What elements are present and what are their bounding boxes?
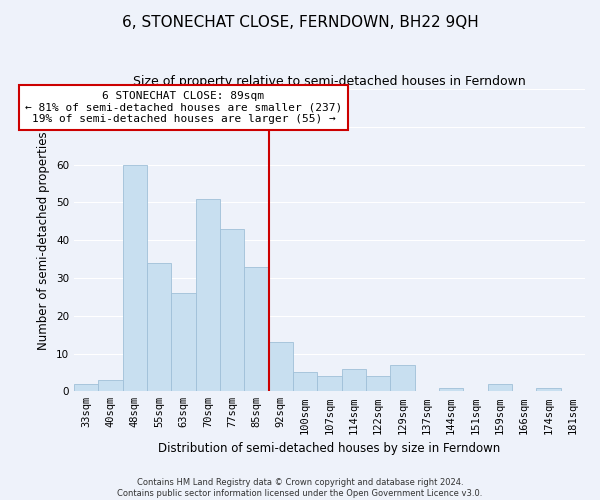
Text: 6, STONECHAT CLOSE, FERNDOWN, BH22 9QH: 6, STONECHAT CLOSE, FERNDOWN, BH22 9QH bbox=[122, 15, 478, 30]
Bar bbox=[488, 384, 512, 392]
Bar bbox=[147, 263, 172, 392]
Bar bbox=[122, 164, 147, 392]
Bar bbox=[391, 365, 415, 392]
Bar bbox=[196, 198, 220, 392]
Bar bbox=[293, 372, 317, 392]
Bar bbox=[341, 368, 366, 392]
Text: 6 STONECHAT CLOSE: 89sqm
← 81% of semi-detached houses are smaller (237)
19% of : 6 STONECHAT CLOSE: 89sqm ← 81% of semi-d… bbox=[25, 91, 342, 124]
Title: Size of property relative to semi-detached houses in Ferndown: Size of property relative to semi-detach… bbox=[133, 75, 526, 88]
Bar bbox=[172, 293, 196, 392]
Bar bbox=[244, 266, 269, 392]
Bar bbox=[439, 388, 463, 392]
Bar bbox=[98, 380, 122, 392]
Bar bbox=[536, 388, 560, 392]
Text: Contains HM Land Registry data © Crown copyright and database right 2024.
Contai: Contains HM Land Registry data © Crown c… bbox=[118, 478, 482, 498]
Y-axis label: Number of semi-detached properties: Number of semi-detached properties bbox=[37, 131, 50, 350]
X-axis label: Distribution of semi-detached houses by size in Ferndown: Distribution of semi-detached houses by … bbox=[158, 442, 500, 455]
Bar bbox=[220, 229, 244, 392]
Bar bbox=[366, 376, 391, 392]
Bar bbox=[269, 342, 293, 392]
Bar bbox=[74, 384, 98, 392]
Bar bbox=[317, 376, 341, 392]
